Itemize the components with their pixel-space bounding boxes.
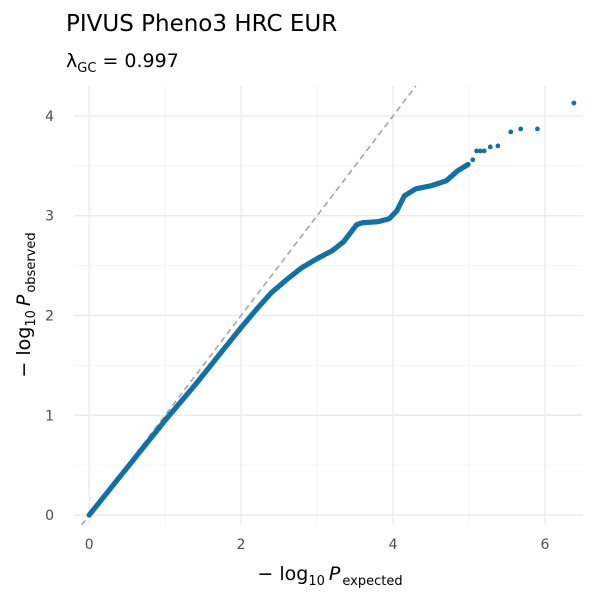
x-tick-labels: 0 2 4 6 — [85, 537, 550, 553]
x-tick-label: 0 — [85, 537, 94, 553]
data-point — [481, 148, 487, 154]
y-tick-label: 2 — [45, 308, 54, 324]
x-tick-label: 2 — [237, 537, 246, 553]
data-point — [518, 126, 524, 132]
lambda-subscript: GC — [77, 61, 96, 76]
chart-subtitle: λGC = 0.997 — [66, 50, 179, 76]
data-point — [474, 148, 479, 154]
data-point — [465, 161, 471, 167]
x-tick-label: 6 — [541, 537, 550, 553]
x-tick-label: 4 — [389, 537, 398, 553]
y-tick-labels: 0 1 2 3 4 — [45, 109, 54, 524]
grid — [74, 86, 583, 525]
lambda-symbol: λ — [66, 50, 77, 72]
chart-title: PIVUS Pheno3 HRC EUR — [66, 11, 337, 37]
data-point — [495, 143, 501, 149]
data-points — [86, 100, 577, 518]
data-point — [535, 126, 540, 132]
lambda-value: = 0.997 — [96, 50, 178, 72]
y-tick-label: 3 — [45, 209, 54, 225]
y-tick-label: 1 — [45, 408, 54, 424]
data-point — [470, 157, 476, 163]
data-point — [571, 100, 577, 106]
data-point — [487, 144, 493, 150]
data-point — [508, 129, 514, 135]
data-point — [478, 148, 483, 154]
y-axis-title: − log10Pobserved — [13, 232, 39, 377]
y-tick-label: 4 — [45, 109, 54, 125]
y-tick-label: 0 — [45, 508, 54, 524]
